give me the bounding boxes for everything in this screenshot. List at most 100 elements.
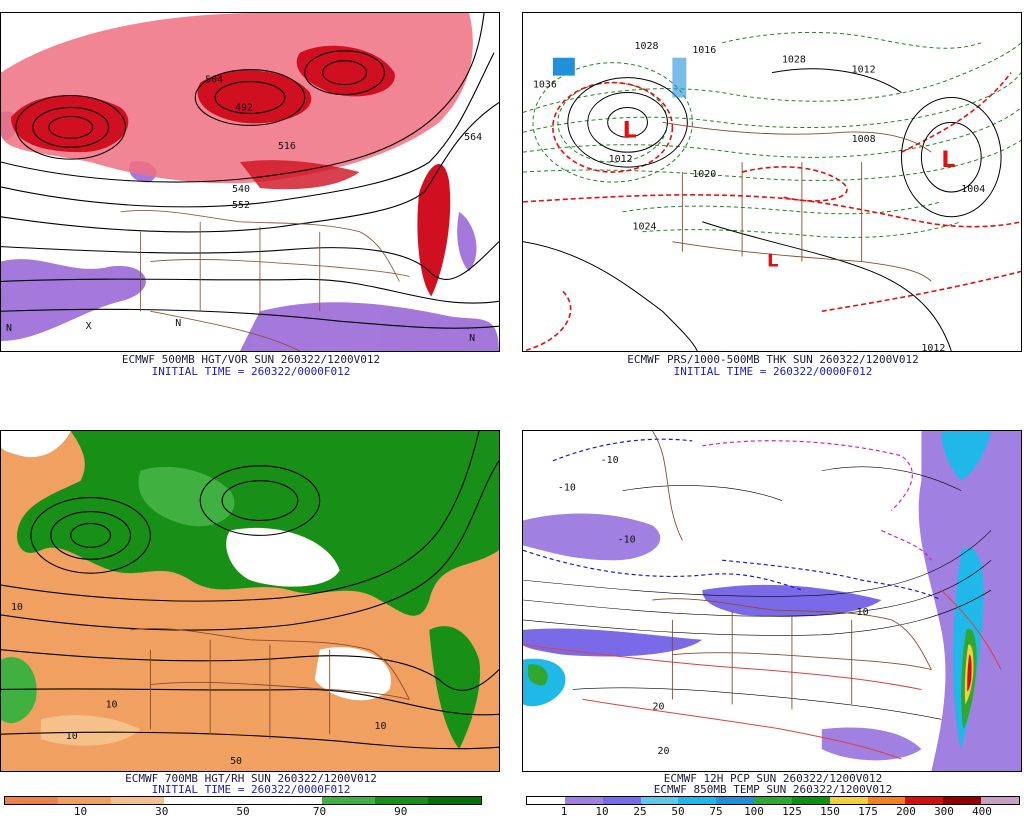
- colorbar-tick-label: 10: [73, 805, 88, 818]
- isobar-label: 1028: [635, 41, 659, 52]
- temp-contour: [572, 687, 942, 720]
- coastline: [150, 310, 301, 351]
- isobar-label: 1028: [782, 55, 806, 66]
- caption-init-time: INITIAL TIME = 260322/0000F012: [151, 783, 351, 796]
- precip-area: [523, 628, 703, 657]
- isotherm-label: -10: [618, 534, 636, 545]
- map-pcp-svg: -10 -10 -10 10 20 20: [523, 431, 1021, 771]
- colorbar-tick-label: 1: [560, 805, 568, 818]
- colorbar-segment: [57, 797, 111, 804]
- colorbar-segment: [428, 797, 482, 804]
- height-contour: [1, 308, 499, 329]
- height-contour: [214, 81, 286, 114]
- temp-contour: [523, 530, 992, 597]
- height-contour: [70, 522, 112, 548]
- temp-contour: [523, 560, 992, 617]
- state-border: [150, 682, 410, 700]
- isobar-label: 1012: [609, 154, 633, 165]
- panel-prs-thk: 1028 1016 1012 1020 1024 1028 1012 1004 …: [522, 0, 1024, 402]
- moist-area: [429, 626, 481, 750]
- moist-area: [1, 657, 37, 724]
- warm-isotherm: [582, 698, 902, 760]
- map-500mb-hgt-vor: 504 492 516 540 552 564 N X N N: [0, 12, 500, 352]
- isotherm-label: -10: [601, 455, 619, 466]
- very-dry-area: [40, 715, 141, 746]
- isobar: [567, 77, 688, 168]
- vort-marker: X: [86, 321, 92, 332]
- contour-label: 504: [205, 75, 223, 86]
- colorbar-segment: [163, 797, 217, 804]
- map-prs-thk: 1028 1016 1012 1020 1024 1028 1012 1004 …: [522, 12, 1022, 352]
- map-700mb-hgt-rh: 10 10 10 10 50: [0, 430, 500, 772]
- colorbar-tick-label: 50: [236, 805, 250, 818]
- colorbar-tick-label: 300: [934, 805, 954, 818]
- colorbar-segment: [943, 797, 982, 804]
- colorbar-tick-label: 100: [744, 805, 764, 818]
- neg-vort-area: [457, 211, 477, 272]
- thickness-contour: [523, 107, 1021, 158]
- colorbar-tick-label: 125: [782, 805, 802, 818]
- pressure-shading: [672, 57, 687, 98]
- caption-product: ECMWF PRS/1000-500MB THK SUN 260322/1200…: [627, 353, 919, 366]
- caption-init-time: INITIAL TIME = 260322/0000F012: [151, 365, 351, 378]
- isobar: [771, 68, 902, 93]
- colorbar-segment: [375, 797, 429, 804]
- isobar: [587, 92, 668, 153]
- vort-marker: N: [6, 323, 12, 334]
- coastline: [652, 431, 683, 541]
- thickness-contour: [622, 201, 942, 215]
- isobar-label: 1012: [852, 65, 876, 76]
- country-border: [662, 121, 932, 153]
- map-700mb-svg: 10 10 10 10 50: [1, 431, 499, 771]
- colorbar-segment: [716, 797, 755, 804]
- precip-colorbar: [526, 796, 1020, 805]
- colorbar-tick-label: 70: [312, 805, 327, 818]
- contour-label: 564: [464, 132, 482, 143]
- neutral-rh-area: [226, 527, 340, 587]
- colorbar-segment: [5, 797, 58, 804]
- caption-product: ECMWF 700MB HGT/RH SUN 260322/1200V012: [125, 772, 377, 785]
- rh-colorbar: [4, 796, 482, 805]
- isobar: [900, 97, 1002, 218]
- colorbar-segment: [754, 797, 792, 804]
- low-pressure-marker: L: [623, 118, 637, 143]
- precip-max: [967, 654, 972, 692]
- caption-product: ECMWF 500MB HGT/VOR SUN 260322/1200V012: [121, 353, 381, 366]
- panel-500mb: 504 492 516 540 552 564 N X N N ECMWF 50…: [0, 0, 502, 402]
- colorbar-segment: [905, 797, 944, 804]
- colorbar-segment: [322, 797, 376, 804]
- low-pressure-marker: L: [941, 148, 955, 173]
- isobar-label: 1036: [533, 80, 557, 91]
- contour-label: 10: [66, 731, 78, 742]
- contour-label: 516: [278, 141, 296, 152]
- vort-max: [10, 95, 129, 153]
- height-contour: [1, 731, 499, 750]
- state-border: [672, 241, 932, 282]
- precip-area: [821, 727, 922, 761]
- precip-area: [702, 584, 882, 617]
- colorbar-tick-label: 175: [858, 805, 878, 818]
- isobar: [920, 121, 982, 193]
- high-pressure-shading: [552, 57, 575, 76]
- vort-max: [296, 45, 395, 97]
- neutral-rh-area: [1, 431, 71, 458]
- country-border: [120, 210, 400, 282]
- isobar-label: 1020: [692, 169, 716, 180]
- isobar: [607, 106, 648, 138]
- thickness-contour: [523, 139, 1021, 181]
- colorbar-segment: [110, 797, 164, 804]
- colorbar-segment: [981, 797, 1019, 804]
- temp-contour: [523, 589, 992, 636]
- contour-label: 552: [232, 200, 250, 211]
- cold-isotherm: [722, 559, 942, 601]
- thickness-contour-warm: [821, 270, 1021, 313]
- colorbar-segment: [527, 797, 565, 804]
- thickness-contour: [722, 31, 982, 49]
- height-contour: [304, 50, 386, 96]
- state-border: [672, 652, 932, 671]
- warm-isotherm: [940, 589, 1002, 670]
- isobar: [523, 241, 698, 351]
- contour-label: 540: [232, 184, 250, 195]
- neg-vort-area: [1, 259, 146, 342]
- caption-init-time: INITIAL TIME = 260322/0000F012: [673, 365, 873, 378]
